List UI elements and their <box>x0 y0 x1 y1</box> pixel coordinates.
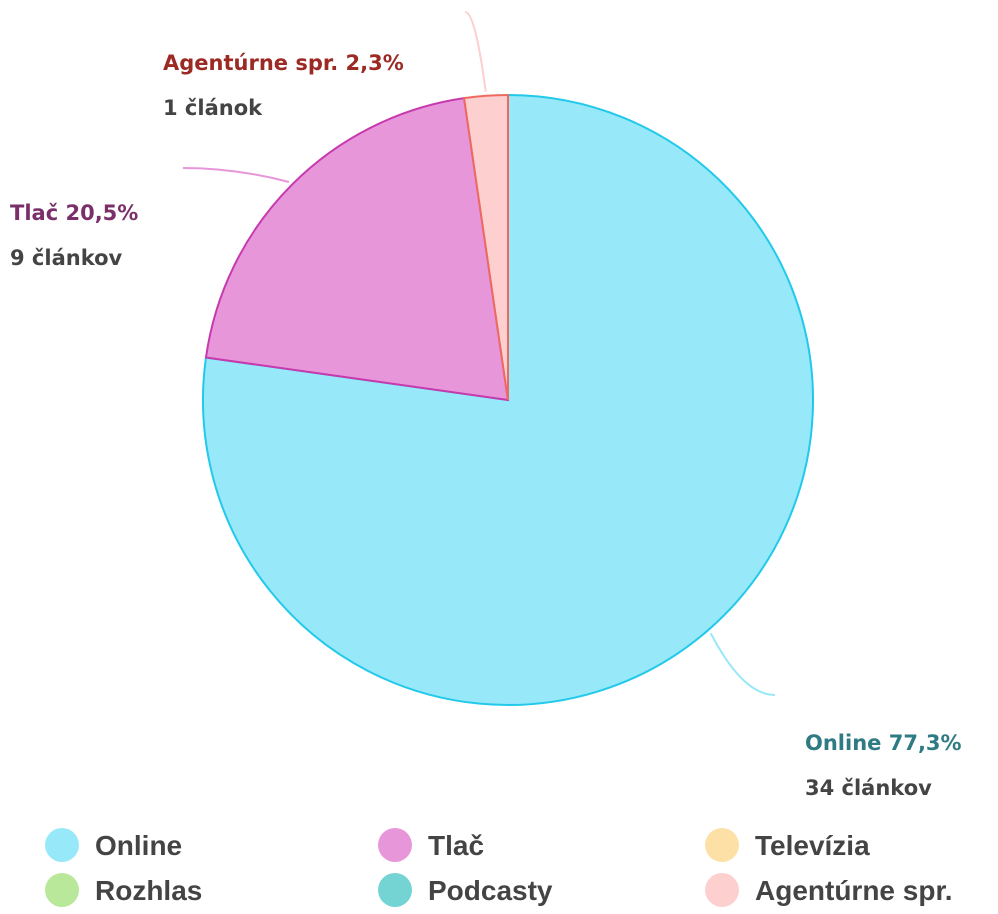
leader-line <box>464 11 487 92</box>
slice-value: 77,3% <box>889 731 962 755</box>
slice-value: 20,5% <box>65 201 138 225</box>
legend-swatch <box>705 828 739 862</box>
legend-swatch <box>45 828 79 862</box>
slice-count: 34 článkov <box>805 776 932 800</box>
slice-value: 2,3% <box>346 51 404 75</box>
legend-label: Podcasty <box>428 875 553 906</box>
leader-line <box>709 632 776 696</box>
legend-label: Tlač <box>428 830 484 861</box>
slice-label: Tlač 20,5% <box>10 201 138 225</box>
leader-line <box>182 167 290 183</box>
legend-label: Online <box>95 830 182 861</box>
slice-name: Agentúrne spr. <box>163 51 338 75</box>
legend-swatch <box>378 828 412 862</box>
pie-slice <box>462 93 509 401</box>
slice-label: Agentúrne spr. 2,3% <box>163 51 404 75</box>
legend-swatch <box>705 873 739 907</box>
slice-label: Online 77,3% <box>805 731 962 755</box>
legend-label: Televízia <box>755 830 870 861</box>
slice-name: Tlač <box>10 201 58 225</box>
slice-name: Online <box>805 731 881 755</box>
slice-count: 1 článok <box>163 96 263 120</box>
slice-count: 9 článkov <box>10 246 123 270</box>
legend-swatch <box>378 873 412 907</box>
legend-swatch <box>45 873 79 907</box>
legend-label: Rozhlas <box>95 875 202 906</box>
legend-label: Agentúrne spr. <box>755 875 953 906</box>
pie-slice <box>204 97 510 402</box>
